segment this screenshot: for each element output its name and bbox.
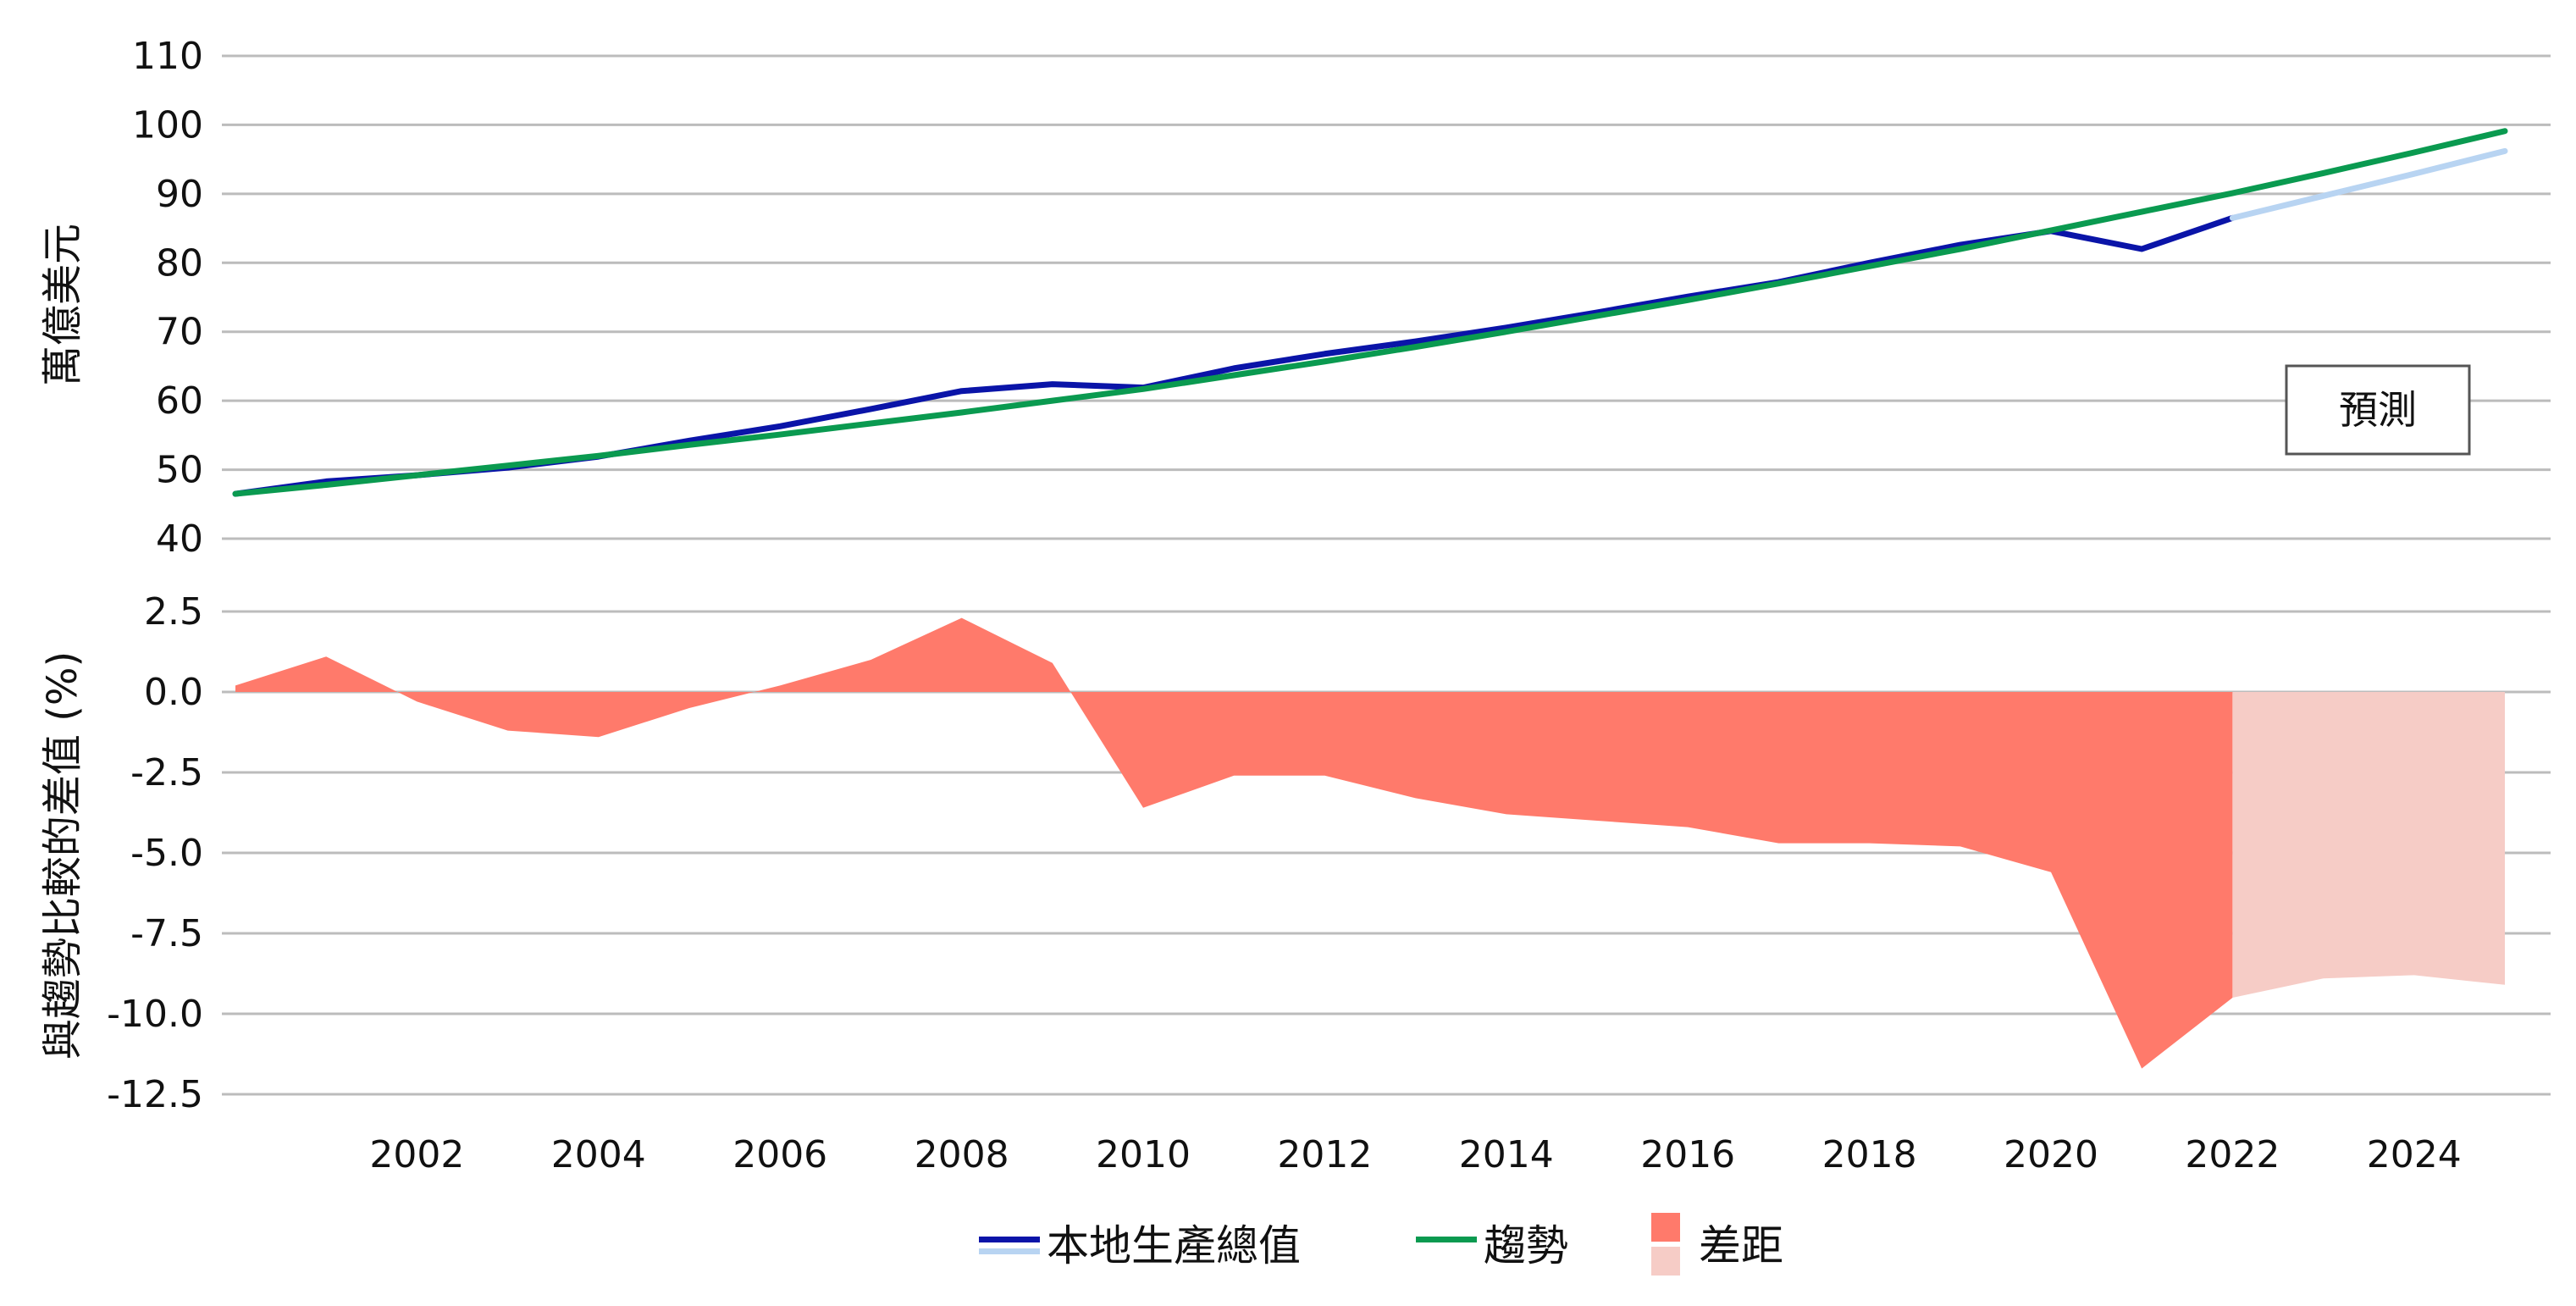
x-tick-label: 2014 — [1459, 1133, 1554, 1176]
x-tick-labels: 2002 2004 2006 2008 2010 2012 2014 2016 2018 2020… — [369, 1133, 2461, 1176]
gap_forecast-area — [2232, 692, 2505, 998]
top-y-tick-label: 100 — [132, 103, 203, 147]
trend-line — [232, 128, 2508, 497]
x-tick-label: 2004 — [551, 1133, 646, 1176]
legend-item: 趨勢 — [1416, 1221, 1568, 1270]
x-tick-label: 2018 — [1822, 1133, 1917, 1176]
top-y-tick-labels: 110 100 90 80 70 60 50 40 — [132, 35, 203, 561]
forecast-annotation: 預測 — [2285, 364, 2471, 456]
bottom-y-tick-label: -7.5 — [130, 912, 203, 955]
x-tick-label: 2002 — [369, 1133, 464, 1176]
top-y-tick-label: 50 — [156, 449, 203, 492]
legend-swatch — [1416, 1237, 1477, 1242]
top-y-axis-title: 萬億美元 — [39, 224, 86, 386]
x-tick-label: 2006 — [732, 1133, 827, 1176]
x-tick-label: 2022 — [2185, 1133, 2280, 1176]
gap-area-series — [235, 617, 2505, 1069]
forecast-annotation-box — [2285, 364, 2471, 456]
gap-area — [235, 617, 2233, 1069]
top-y-tick-label: 70 — [156, 311, 203, 354]
legend-swatch — [979, 1248, 1040, 1254]
legend-swatch — [1651, 1247, 1680, 1276]
top-y-tick-label: 110 — [132, 35, 203, 78]
x-tick-label: 2010 — [1096, 1133, 1191, 1176]
bottom-y-tick-label: 2.5 — [144, 590, 203, 634]
forecast-annotation-text: 預測 — [2339, 387, 2417, 433]
bottom-y-tick-label: -12.5 — [107, 1073, 203, 1116]
top-y-tick-label: 80 — [156, 241, 203, 285]
bottom-y-tick-label: -5.0 — [130, 832, 203, 875]
legend-label: 本地生產總值 — [1047, 1221, 1301, 1270]
legend: 本地生產總值 趨勢 差距 — [979, 1213, 1783, 1276]
x-tick-label: 2016 — [1640, 1133, 1735, 1176]
top-y-tick-label: 90 — [156, 173, 203, 216]
bottom-y-axis-title: 與趨勢比較的差值 (%) — [39, 651, 86, 1060]
gdp-line — [232, 214, 2236, 497]
x-tick-label: 2024 — [2367, 1133, 2462, 1176]
bottom-y-tick-labels: 2.5 0.0 -2.5 -5.0 -7.5 -10.0 -12.5 — [107, 590, 203, 1116]
legend-item: 本地生產總值 — [979, 1221, 1301, 1270]
line-series — [232, 128, 2508, 497]
legend-swatch — [979, 1237, 1040, 1242]
bottom-y-tick-label: -2.5 — [130, 751, 203, 794]
bottom-y-tick-label: -10.0 — [107, 993, 203, 1036]
x-tick-label: 2020 — [2004, 1133, 2098, 1176]
legend-label: 差距 — [1699, 1221, 1783, 1270]
gdp_forecast-line — [2229, 147, 2508, 221]
top-y-tick-label: 40 — [156, 517, 203, 561]
x-tick-label: 2012 — [1277, 1133, 1372, 1176]
legend-label: 趨勢 — [1484, 1221, 1568, 1270]
legend-item: 差距 — [1651, 1213, 1783, 1276]
bottom-y-tick-label: 0.0 — [144, 671, 203, 714]
legend-swatch — [1651, 1213, 1680, 1242]
x-tick-label: 2008 — [915, 1133, 1009, 1176]
top-gridlines — [222, 54, 2551, 540]
top-y-tick-label: 60 — [156, 379, 203, 423]
